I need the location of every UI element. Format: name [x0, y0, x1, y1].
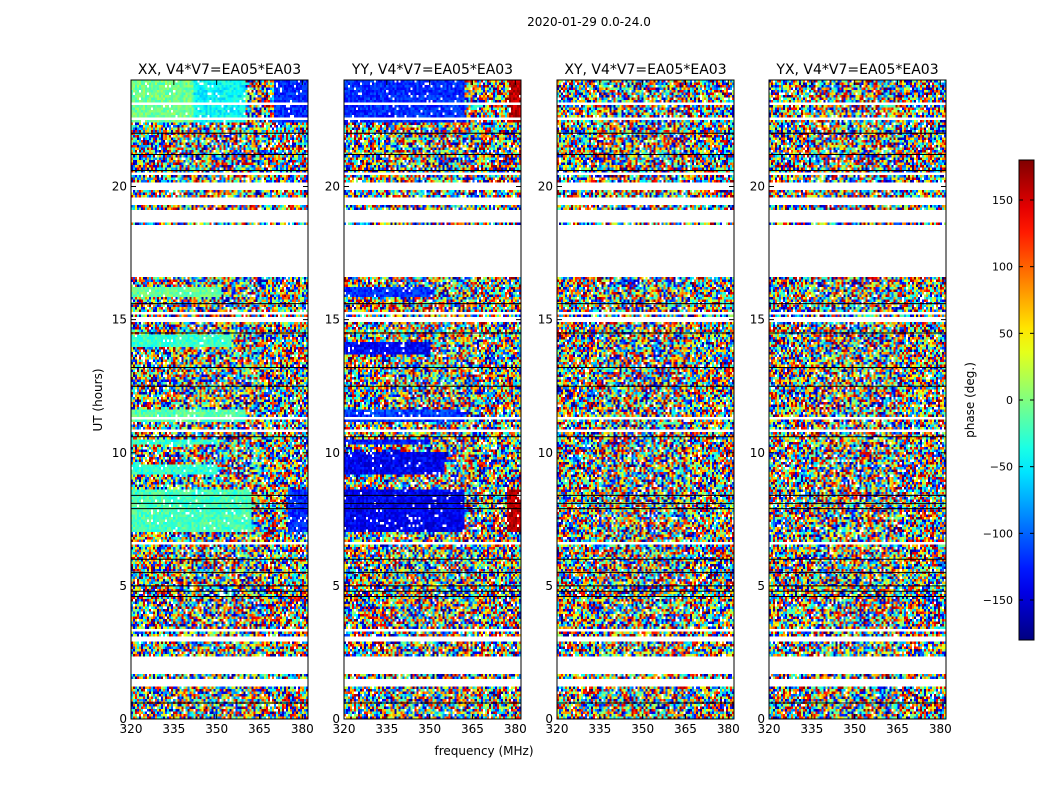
x-tick-label: 335 [800, 722, 823, 736]
y-tick-label: 20 [325, 180, 340, 194]
x-tick-label: 350 [631, 722, 654, 736]
x-tick-label: 320 [546, 722, 569, 736]
x-tick-label: 365 [461, 722, 484, 736]
y-tick-label: 10 [112, 446, 127, 460]
x-tick-label: 365 [886, 722, 909, 736]
x-tick-label: 380 [291, 722, 314, 736]
colorbar-tick-label: −100 [983, 527, 1013, 540]
x-tick-label: 380 [929, 722, 952, 736]
panels-group: XX, V4*V7=EA05*EA03 0 5 10 15 20 320 335 350 365 3… [112, 62, 952, 736]
heatmap-image [344, 80, 521, 719]
y-tick-label: 0 [545, 712, 553, 726]
x-tick-label: 335 [588, 722, 611, 736]
panel-2: XY, V4*V7=EA05*EA03 0 5 10 15 20 320 335 350 365 3… [538, 62, 740, 736]
y-tick-label: 15 [325, 313, 340, 327]
panel-title: YY, V4*V7=EA05*EA03 [351, 62, 513, 78]
x-tick-label: 350 [205, 722, 228, 736]
x-tick-label: 320 [333, 722, 356, 736]
panel-frame [556, 79, 735, 720]
y-tick-label: 20 [112, 180, 127, 194]
x-tick-label: 380 [717, 722, 740, 736]
x-axis-label: frequency (MHz) [434, 744, 533, 758]
x-tick-label: 365 [674, 722, 697, 736]
x-tick-label: 335 [162, 722, 185, 736]
y-tick-label: 15 [112, 313, 127, 327]
panel-title: XX, V4*V7=EA05*EA03 [138, 62, 301, 78]
figure-suptitle: 2020-01-29 0.0-24.0 [527, 15, 651, 29]
x-tick-label: 320 [120, 722, 143, 736]
y-tick-label: 5 [332, 579, 340, 593]
panel-1: YY, V4*V7=EA05*EA03 0 5 10 15 20 320 335 350 365 3… [325, 62, 527, 736]
colorbar-tick-label: −150 [983, 594, 1013, 607]
panel-frame [768, 79, 947, 720]
panel-title: XY, V4*V7=EA05*EA03 [564, 62, 726, 78]
y-tick-label: 20 [538, 180, 553, 194]
colorbar-tick-label: 0 [1006, 394, 1013, 407]
y-tick-label: 10 [538, 446, 553, 460]
heatmap-image [769, 80, 946, 719]
panel-title: YX, V4*V7=EA05*EA03 [775, 62, 938, 78]
colorbar-tick-label: −50 [990, 461, 1013, 474]
x-tick-label: 365 [248, 722, 271, 736]
y-tick-label: 5 [545, 579, 553, 593]
x-tick-label: 335 [375, 722, 398, 736]
colorbar-label: phase (deg.) [963, 362, 977, 438]
y-tick-label: 10 [325, 446, 340, 460]
x-tick-label: 350 [418, 722, 441, 736]
panel-3: YX, V4*V7=EA05*EA03 0 5 10 15 20 320 335 350 365 3… [750, 62, 952, 736]
y-tick-label: 5 [757, 579, 765, 593]
y-tick-label: 20 [750, 180, 765, 194]
y-tick-label: 5 [119, 579, 127, 593]
colorbar: −150 −100 −50 0 50 100 150 phase (deg.) [963, 159, 1035, 641]
y-tick-label: 0 [332, 712, 340, 726]
y-tick-label: 10 [750, 446, 765, 460]
panel-frame [343, 79, 522, 720]
heatmap-image [131, 80, 308, 719]
y-axis-label: UT (hours) [91, 368, 105, 431]
heatmap-image [557, 80, 734, 719]
x-tick-label: 350 [843, 722, 866, 736]
y-tick-label: 15 [538, 313, 553, 327]
colorbar-tick-label: 150 [992, 194, 1013, 207]
x-tick-label: 320 [758, 722, 781, 736]
y-tick-label: 15 [750, 313, 765, 327]
colorbar-tick-label: 100 [992, 261, 1013, 274]
y-tick-label: 0 [757, 712, 765, 726]
x-tick-label: 380 [504, 722, 527, 736]
panel-0: XX, V4*V7=EA05*EA03 0 5 10 15 20 320 335 350 365 3… [112, 62, 314, 736]
y-tick-label: 0 [119, 712, 127, 726]
colorbar-tick-label: 50 [999, 327, 1013, 340]
panel-frame [130, 79, 309, 720]
